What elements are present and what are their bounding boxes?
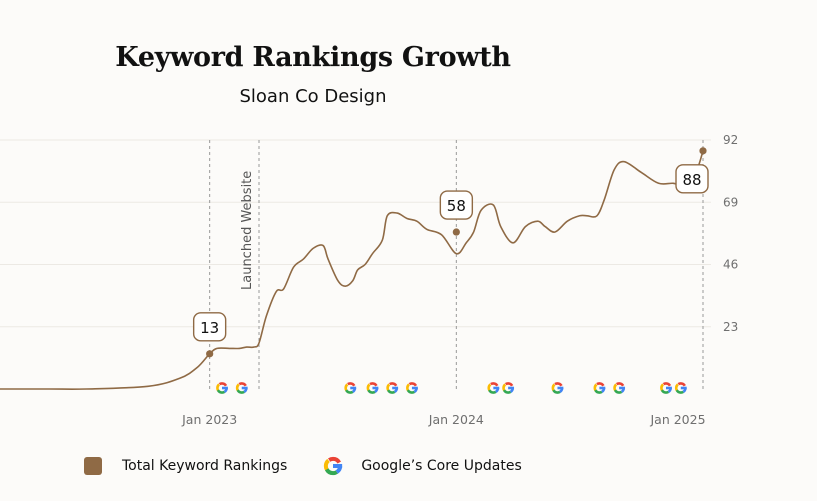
y-tick-label: 46 — [723, 258, 738, 272]
x-tick-label: Jan 2023 — [181, 412, 237, 427]
data-point — [699, 147, 707, 155]
launched-website-annotation: Launched Website — [240, 171, 255, 290]
data-label-box — [439, 190, 474, 220]
chart-subtitle: Sloan Co Design — [239, 86, 387, 107]
data-label: 58 — [447, 197, 466, 215]
data-label: 13 — [200, 319, 219, 337]
google-core-update-icon — [386, 382, 400, 394]
google-core-update-icon — [406, 382, 420, 394]
data-label-box — [675, 164, 709, 194]
chart-legend: Total Keyword Rankings Google’s Core Upd… — [84, 456, 558, 476]
legend-item-rankings: Total Keyword Rankings — [84, 457, 287, 475]
series-line — [0, 150, 704, 390]
google-core-update-icon — [593, 382, 607, 394]
google-core-update-icon — [660, 382, 674, 394]
x-tick-label: Jan 2024 — [428, 412, 484, 427]
data-point — [206, 350, 214, 358]
google-core-update-icon — [235, 382, 249, 394]
y-tick-label: 92 — [723, 133, 738, 147]
data-label-box — [192, 312, 227, 342]
data-label: 88 — [682, 171, 701, 189]
data-point — [452, 228, 460, 236]
y-tick-label: 69 — [723, 195, 738, 209]
google-core-update-icon — [502, 382, 516, 394]
google-core-update-icon — [344, 382, 358, 394]
google-core-update-icon — [551, 382, 565, 394]
legend-label-core-updates: Google’s Core Updates — [361, 458, 522, 474]
legend-swatch — [84, 457, 102, 475]
google-icon — [323, 456, 343, 476]
legend-item-core-updates: Google’s Core Updates — [323, 456, 522, 476]
x-tick-label: Jan 2025 — [649, 412, 705, 427]
legend-label-rankings: Total Keyword Rankings — [122, 458, 288, 474]
google-core-update-icon — [613, 382, 627, 394]
y-tick-label: 23 — [723, 320, 738, 334]
google-core-update-icon — [674, 382, 689, 394]
chart-title: Keyword Rankings Growth — [115, 42, 511, 73]
google-core-update-icon — [487, 382, 501, 394]
google-core-update-icon — [366, 382, 380, 394]
google-core-update-icon — [216, 382, 230, 394]
